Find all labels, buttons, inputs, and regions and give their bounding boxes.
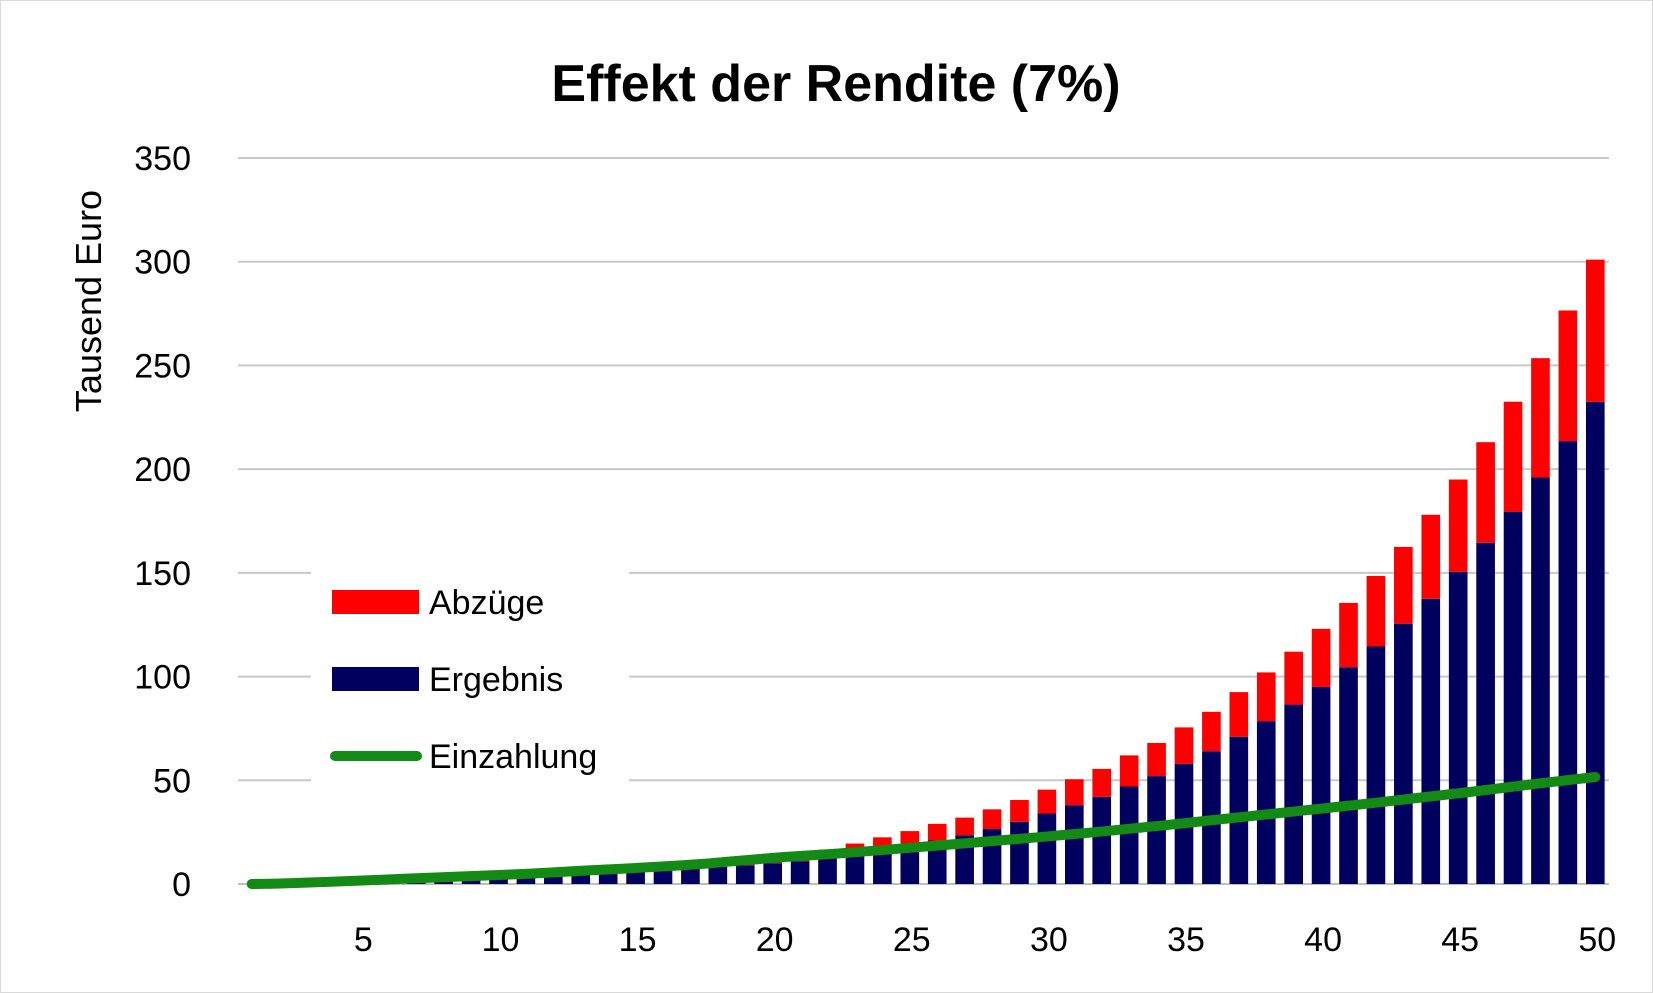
- legend-label: Ergebnis: [429, 661, 563, 699]
- bar-abz-ge: [1229, 692, 1249, 737]
- bar-abz-ge: [1064, 779, 1084, 806]
- bar-ergebnis: [1010, 821, 1029, 884]
- bar-ergebnis: [1503, 511, 1523, 884]
- bar-ergebnis: [1064, 805, 1084, 884]
- x-tick-label: 10: [482, 921, 520, 959]
- bar-abz-ge: [1366, 575, 1386, 647]
- bar-ergebnis: [927, 840, 947, 884]
- bar-abz-ge: [1531, 358, 1550, 478]
- bar-abz-ge: [1284, 651, 1303, 705]
- bar-ergebnis: [516, 875, 536, 884]
- y-tick-label: 250: [134, 347, 191, 385]
- bar-abz-ge: [1394, 546, 1413, 624]
- legend: Abzüge Ergebnis Einzahlung: [330, 584, 597, 776]
- bar-ergebnis: [1448, 571, 1468, 884]
- y-tick-label: 200: [134, 451, 191, 489]
- bar-ergebnis: [790, 861, 810, 884]
- bar-ergebnis: [1256, 721, 1276, 884]
- bar-ergebnis: [1366, 646, 1386, 884]
- x-tick-label: 25: [893, 921, 931, 959]
- y-tick-label: 150: [134, 555, 191, 593]
- bar-abz-ge: [1448, 479, 1468, 572]
- bar-ergebnis: [1394, 623, 1413, 884]
- chart-title: Effekt der Rendite (7%): [551, 55, 1120, 113]
- y-tick-label: 50: [153, 762, 191, 800]
- bar-ergebnis: [653, 870, 673, 884]
- bar-abz-ge: [1037, 789, 1057, 814]
- bar-abz-ge: [1202, 711, 1221, 752]
- line-series: [246, 772, 1601, 889]
- bar-ergebnis: [1476, 542, 1495, 884]
- bar-abz-ge: [1010, 799, 1029, 822]
- line-einzahlung: [246, 772, 1601, 889]
- legend-label: Einzahlung: [429, 738, 597, 776]
- bar-ergebnis: [818, 858, 837, 884]
- bar-ergebnis: [544, 874, 563, 884]
- bar-abz-ge: [1503, 401, 1523, 512]
- bar-ergebnis: [1229, 736, 1249, 884]
- bar-ergebnis: [1284, 704, 1303, 884]
- x-tick-label: 35: [1167, 921, 1205, 959]
- bar-ergebnis: [845, 854, 865, 884]
- x-tick-label: 5: [354, 921, 373, 959]
- y-tick-label: 100: [134, 659, 191, 697]
- bar-abz-ge: [1558, 310, 1578, 442]
- bar-ergebnis: [873, 850, 892, 884]
- bar-abz-ge: [1476, 442, 1495, 543]
- bar-abz-ge: [1339, 602, 1358, 668]
- bar-abz-ge: [955, 817, 974, 836]
- bar-ergebnis: [900, 846, 920, 884]
- x-tick-label: 20: [756, 921, 794, 959]
- x-tick-label: 15: [619, 921, 657, 959]
- bar-ergebnis: [1585, 401, 1605, 884]
- bar-ergebnis: [763, 863, 783, 884]
- bar-ergebnis: [1531, 477, 1550, 884]
- bar-ergebnis: [489, 876, 508, 884]
- bar-ergebnis: [1339, 667, 1358, 884]
- bar-abz-ge: [1311, 628, 1331, 687]
- bar-ergebnis: [1037, 813, 1057, 884]
- bar-ergebnis: [571, 873, 591, 884]
- bar-ergebnis: [1558, 441, 1578, 884]
- bar-abz-ge: [1174, 727, 1194, 764]
- bar-abz-ge: [1147, 742, 1166, 777]
- bar-abz-ge: [1119, 755, 1139, 787]
- y-tick-label: 350: [134, 140, 191, 178]
- bars: [269, 259, 1605, 884]
- y-tick-labels: 0 50 100 150 200 250 300 350: [134, 140, 191, 904]
- bar-abz-ge: [1092, 768, 1112, 797]
- y-tick-label: 300: [134, 244, 191, 282]
- bar-abz-ge: [1585, 259, 1605, 402]
- bar-ergebnis: [708, 866, 728, 884]
- bar-abz-ge: [927, 823, 947, 841]
- x-tick-labels: 5 10 15 20 25 30 35 40 45 50: [354, 921, 1616, 959]
- legend-label: Abzüge: [429, 584, 544, 622]
- legend-swatch: [332, 590, 419, 614]
- bar-ergebnis: [1119, 786, 1139, 884]
- x-tick-label: 45: [1441, 921, 1479, 959]
- x-tick-label: 50: [1578, 921, 1616, 959]
- bar-ergebnis: [1311, 686, 1331, 884]
- bar-ergebnis: [626, 871, 645, 884]
- bar-ergebnis: [681, 868, 700, 884]
- bar-abz-ge: [1421, 514, 1441, 599]
- bar-ergebnis: [598, 872, 618, 884]
- bar-abz-ge: [982, 809, 1002, 830]
- y-tick-label: 0: [172, 866, 191, 904]
- bar-abz-ge: [1256, 672, 1276, 722]
- y-axis-label: Tausend Euro: [68, 190, 109, 412]
- bar-ergebnis: [1092, 796, 1112, 884]
- bar-ergebnis: [1421, 598, 1441, 884]
- bar-ergebnis: [735, 865, 755, 884]
- x-tick-label: 40: [1304, 921, 1342, 959]
- x-tick-label: 30: [1030, 921, 1068, 959]
- legend-swatch: [332, 667, 419, 691]
